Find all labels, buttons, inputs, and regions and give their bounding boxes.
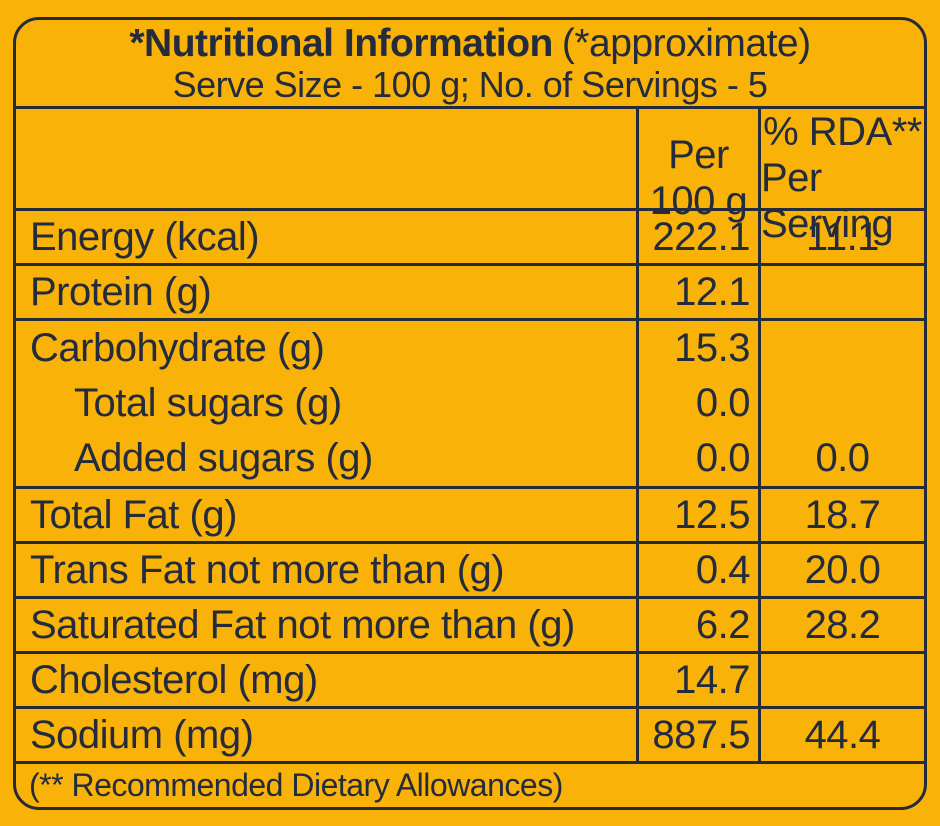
table-row-total-fat: Total Fat (g) 12.5 18.7 [16,486,924,541]
nutrient-label: Protein (g) [30,269,212,314]
page-title: *Nutritional Information [129,22,553,65]
nutrient-label: Energy (kcal) [30,214,260,259]
header-per-100g-line2: 100 g [649,179,748,223]
per100-value: 14.7 [636,654,758,706]
rda-value: 28.2 [758,599,924,651]
per100-value: 15.3 [636,321,758,376]
rda-value: 11.1 [758,211,924,263]
header-rda-line1: % RDA** [763,110,922,154]
rda-value: 44.4 [758,709,924,761]
table-row-energy: Energy (kcal) 222.1 11.1 [16,208,924,263]
table-row-trans-fat: Trans Fat not more than (g) 0.4 20.0 [16,541,924,596]
per100-value: 887.5 [636,709,758,761]
nutrient-label: Carbohydrate (g) [30,326,325,370]
title-line: *Nutritional Information (*approximate) [129,22,811,65]
table-header-row: Per 100 g % RDA** Per Serving [16,106,924,247]
nutrient-label: Total sugars (g) [74,381,342,425]
rda-value [758,376,924,431]
rda-value: 20.0 [758,544,924,596]
table-row-carbohydrate-group: Carbohydrate (g) 15.3 Total sugars (g) 0… [16,318,924,486]
per100-value: 12.5 [636,489,758,541]
title-approximate-note: (*approximate) [561,22,811,65]
rda-value: 18.7 [758,489,924,541]
table-row-total-sugars: Total sugars (g) 0.0 [16,376,924,431]
nutrient-label: Trans Fat not more than (g) [30,547,505,592]
rda-footnote: (** Recommended Dietary Allowances) [16,761,924,807]
rda-value [758,321,924,376]
rda-value: 0.0 [758,431,924,486]
nutrient-label: Sodium (mg) [30,712,254,757]
per100-value: 6.2 [636,599,758,651]
per100-value: 0.0 [636,376,758,431]
nutrient-label: Total Fat (g) [30,492,237,537]
table-row-added-sugars: Added sugars (g) 0.0 0.0 [16,431,924,486]
table-row-protein: Protein (g) 12.1 [16,263,924,318]
rda-value [758,654,924,706]
table-row-saturated-fat: Saturated Fat not more than (g) 6.2 28.2 [16,596,924,651]
per100-value: 222.1 [636,211,758,263]
nutrition-label-box: *Nutritional Information (*approximate) S… [13,17,927,810]
per100-value: 0.0 [636,431,758,486]
header-per-100g: Per 100 g [636,109,758,247]
per100-value: 12.1 [636,266,758,318]
rda-value [758,266,924,318]
table-row-carbohydrate: Carbohydrate (g) 15.3 [16,321,924,376]
per100-value: 0.4 [636,544,758,596]
nutrient-label: Added sugars (g) [74,436,373,480]
serving-info: Serve Size - 100 g; No. of Servings - 5 [172,64,768,105]
title-area: *Nutritional Information (*approximate) S… [16,20,924,106]
nutrient-label: Saturated Fat not more than (g) [30,602,575,647]
header-per-100g-line1: Per [668,133,729,177]
nutrient-label: Cholesterol (mg) [30,657,318,702]
table-row-cholesterol: Cholesterol (mg) 14.7 [16,651,924,706]
table-row-sodium: Sodium (mg) 887.5 44.4 [16,706,924,761]
